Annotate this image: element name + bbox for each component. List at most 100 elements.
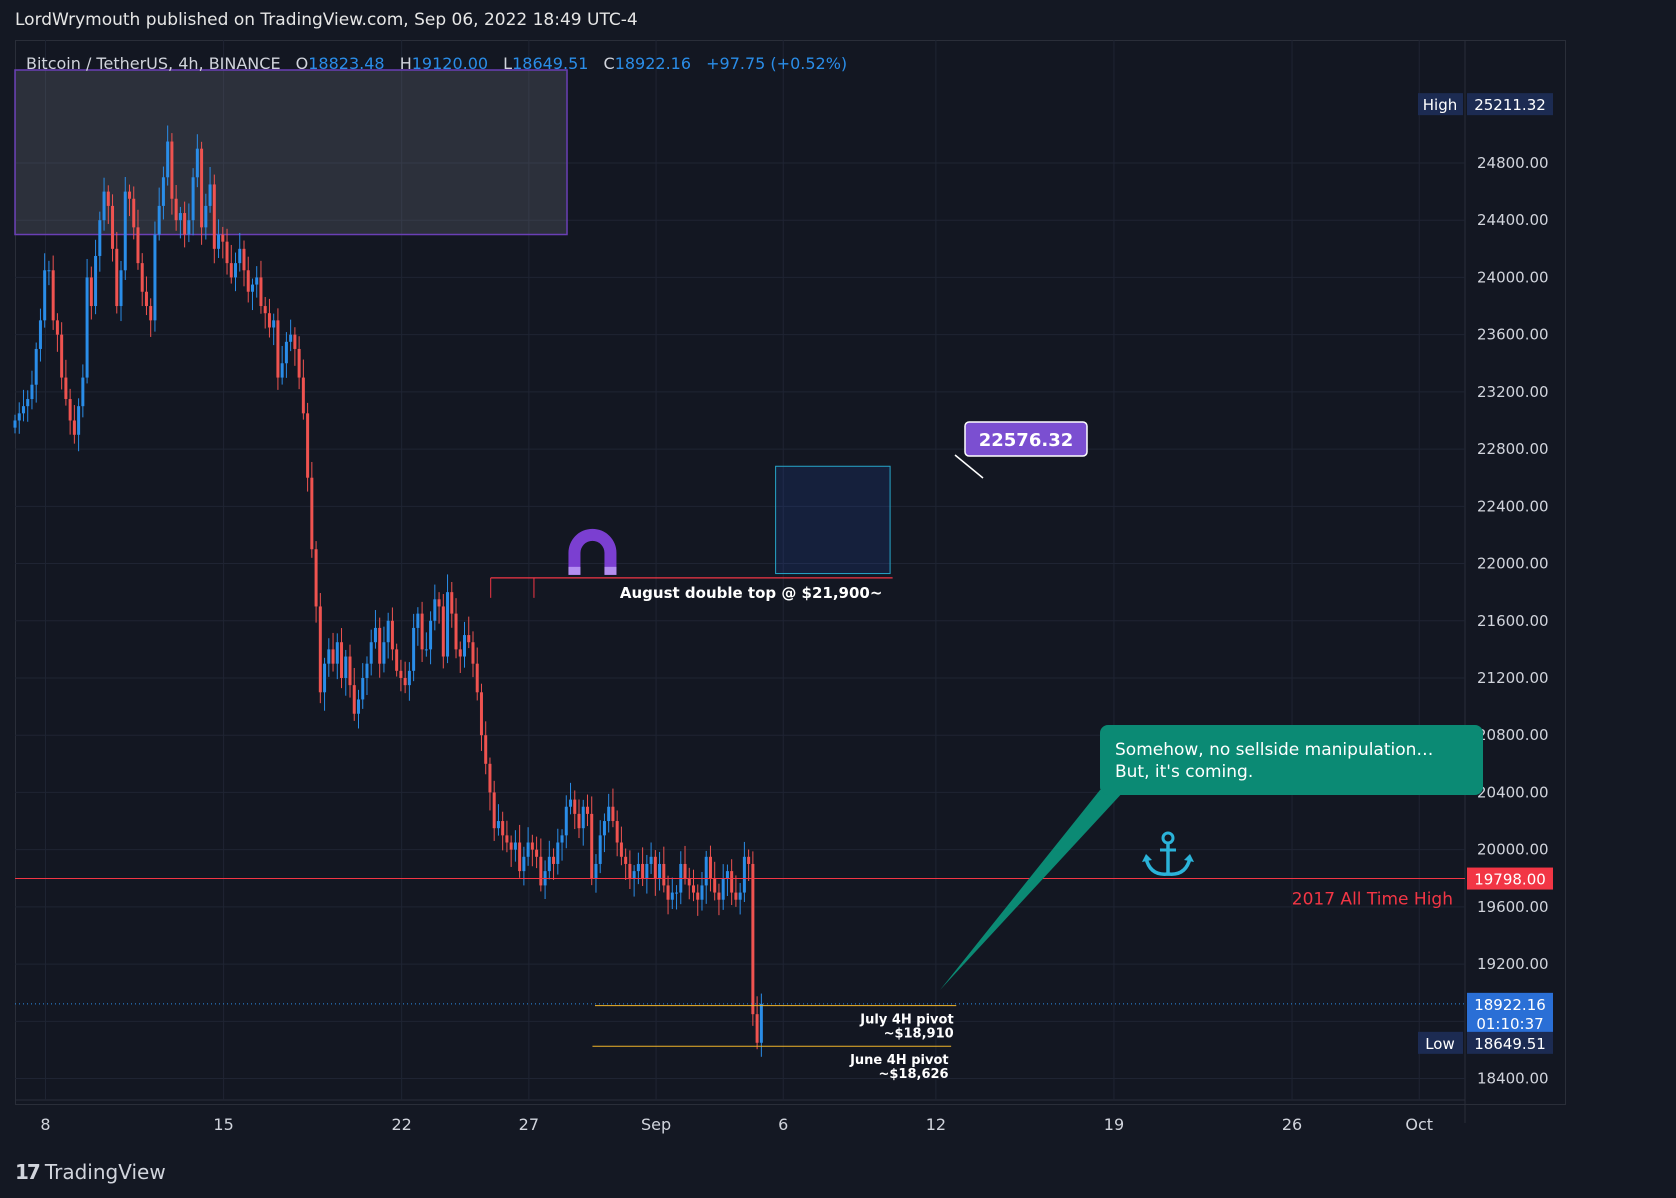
candle-body[interactable]: [26, 399, 30, 407]
candle-body[interactable]: [89, 277, 93, 307]
candle-body[interactable]: [51, 270, 55, 321]
candle-body[interactable]: [547, 856, 551, 872]
candle-body[interactable]: [178, 213, 182, 221]
candle-body[interactable]: [356, 699, 360, 714]
candle-body[interactable]: [717, 892, 721, 900]
candle-body[interactable]: [641, 863, 645, 879]
candle-body[interactable]: [297, 348, 301, 378]
candle-body[interactable]: [662, 863, 666, 886]
candle-body[interactable]: [246, 270, 250, 292]
candle-body[interactable]: [60, 334, 64, 378]
chart-panel[interactable]: [15, 40, 1566, 1105]
candle-body[interactable]: [38, 320, 42, 349]
candle-body[interactable]: [619, 842, 623, 857]
candle-body[interactable]: [166, 141, 170, 178]
candle-body[interactable]: [628, 863, 632, 879]
candle-body[interactable]: [64, 377, 68, 400]
candle-body[interactable]: [280, 363, 284, 378]
candle-body[interactable]: [111, 205, 115, 249]
candle-body[interactable]: [399, 670, 403, 678]
candle-body[interactable]: [653, 856, 657, 879]
candle-body[interactable]: [382, 642, 386, 664]
candle-body[interactable]: [696, 892, 700, 900]
candle-body[interactable]: [306, 413, 310, 478]
candle-body[interactable]: [437, 599, 441, 607]
candle-body[interactable]: [94, 255, 98, 307]
candle-body[interactable]: [144, 291, 148, 307]
candle-body[interactable]: [496, 821, 500, 829]
candle-body[interactable]: [234, 263, 238, 278]
candle-body[interactable]: [713, 878, 717, 893]
candle-body[interactable]: [598, 835, 602, 864]
candle-body[interactable]: [454, 613, 458, 650]
candle-body[interactable]: [161, 177, 165, 206]
candle-body[interactable]: [352, 685, 356, 714]
candle-body[interactable]: [30, 384, 34, 400]
candle-body[interactable]: [475, 663, 479, 693]
candle-body[interactable]: [624, 856, 628, 864]
candle-body[interactable]: [526, 842, 530, 857]
candle-body[interactable]: [238, 248, 242, 264]
candle-body[interactable]: [535, 849, 539, 857]
candle-body[interactable]: [479, 692, 483, 736]
candle-body[interactable]: [463, 635, 467, 657]
candle-body[interactable]: [594, 863, 598, 879]
candle-body[interactable]: [560, 835, 564, 843]
candle-body[interactable]: [323, 663, 327, 693]
candle-body[interactable]: [670, 892, 674, 900]
candle-body[interactable]: [21, 406, 25, 414]
candle-body[interactable]: [747, 856, 751, 864]
candle-body[interactable]: [276, 320, 280, 378]
candle-body[interactable]: [390, 620, 394, 650]
candle-body[interactable]: [331, 649, 335, 664]
candle-body[interactable]: [484, 735, 488, 764]
candle-body[interactable]: [183, 213, 187, 235]
candle-body[interactable]: [340, 642, 344, 678]
candle-body[interactable]: [289, 334, 293, 342]
candle-body[interactable]: [412, 627, 416, 671]
candle-body[interactable]: [429, 620, 433, 650]
candle-body[interactable]: [259, 277, 263, 307]
candle-body[interactable]: [636, 863, 640, 872]
candle-body[interactable]: [55, 320, 59, 335]
candle-body[interactable]: [645, 863, 649, 879]
candle-body[interactable]: [267, 313, 271, 328]
candle-body[interactable]: [751, 863, 755, 1015]
candle-body[interactable]: [569, 799, 573, 807]
candle-body[interactable]: [734, 892, 738, 900]
candle-body[interactable]: [13, 420, 17, 428]
candle-body[interactable]: [119, 270, 123, 307]
candle-body[interactable]: [225, 241, 229, 264]
candle-body[interactable]: [361, 677, 365, 700]
candle-body[interactable]: [683, 863, 687, 879]
candle-body[interactable]: [530, 842, 534, 850]
candle-body[interactable]: [590, 813, 594, 879]
candle-body[interactable]: [522, 856, 526, 872]
candle-body[interactable]: [581, 806, 585, 829]
candle-body[interactable]: [72, 420, 76, 435]
candle-body[interactable]: [195, 148, 199, 178]
candle-body[interactable]: [77, 406, 81, 435]
candle-body[interactable]: [513, 842, 517, 850]
candle-body[interactable]: [369, 642, 373, 664]
candle-body[interactable]: [373, 627, 377, 643]
candle-body[interactable]: [115, 248, 119, 307]
candle-body[interactable]: [34, 348, 38, 385]
candle-body[interactable]: [691, 885, 695, 893]
candle-body[interactable]: [272, 320, 276, 328]
candle-body[interactable]: [221, 234, 225, 242]
candle-body[interactable]: [284, 341, 288, 364]
candle-body[interactable]: [552, 856, 556, 864]
candle-body[interactable]: [687, 878, 691, 886]
candle-body[interactable]: [505, 835, 509, 843]
candle-body[interactable]: [501, 821, 505, 836]
candle-body[interactable]: [314, 549, 318, 607]
candle-body[interactable]: [187, 220, 191, 235]
candle-body[interactable]: [666, 885, 670, 900]
footer-brand[interactable]: 17 TradingView: [15, 1160, 166, 1184]
candle-body[interactable]: [68, 399, 72, 421]
candle-body[interactable]: [467, 635, 471, 643]
candle-body[interactable]: [611, 806, 615, 822]
candle-body[interactable]: [577, 813, 581, 829]
candle-body[interactable]: [153, 234, 157, 321]
